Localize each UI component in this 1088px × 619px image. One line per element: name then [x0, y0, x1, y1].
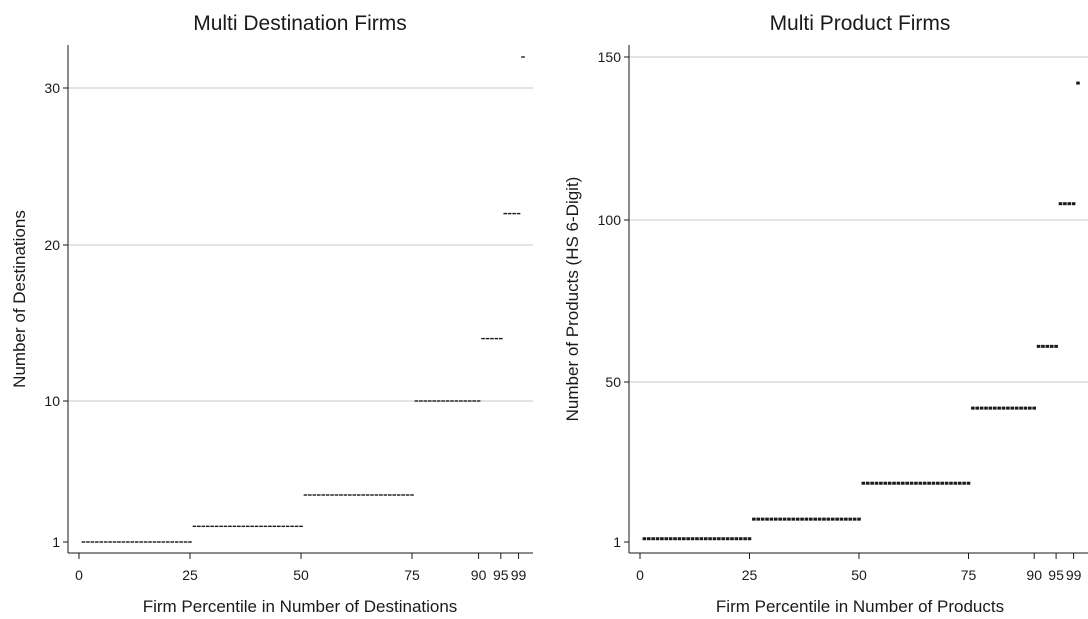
panel2-x-tick-label: 99	[1066, 567, 1082, 583]
panel2-y-tick-label: 50	[605, 374, 621, 390]
panel1-x-tick-label: 50	[293, 567, 309, 583]
panel1-y-axis-label: Number of Destinations	[10, 210, 29, 388]
panel2-x-tick-label: 75	[961, 567, 977, 583]
panel2-y-tick-label: 1	[613, 534, 621, 550]
panel2-x-tick-label: 90	[1026, 567, 1042, 583]
panel1-x-tick-label: 25	[182, 567, 198, 583]
panel1-y-tick-label: 20	[44, 237, 60, 253]
panel2-x-axis-label: Firm Percentile in Number of Products	[716, 597, 1004, 616]
panel1-y-tick-label: 1	[52, 534, 60, 550]
panel2-chart-title: Multi Product Firms	[770, 12, 951, 35]
panel2-x-tick-label: 0	[636, 567, 644, 583]
panel2-x-tick-label: 25	[742, 567, 758, 583]
panel1-x-tick-label: 95	[493, 567, 509, 583]
panel1-y-tick-label: 30	[44, 80, 60, 96]
panel1-x-tick-label: 90	[471, 567, 487, 583]
panel1-x-axis-label: Firm Percentile in Number of Destination…	[143, 597, 458, 616]
panel2-x-tick-label: 50	[851, 567, 867, 583]
panel2-y-axis-label: Number of Products (HS 6-Digit)	[563, 177, 582, 422]
panel1-x-tick-label: 0	[75, 567, 83, 583]
panel2-y-tick-label: 150	[598, 49, 622, 65]
panel2-x-tick-label: 95	[1048, 567, 1064, 583]
panel1-x-tick-label: 75	[404, 567, 420, 583]
panel1-y-tick-label: 10	[44, 393, 60, 409]
panel1-x-tick-label: 99	[511, 567, 527, 583]
panel2-y-tick-label: 100	[598, 212, 622, 228]
panel1-chart-title: Multi Destination Firms	[193, 12, 407, 35]
